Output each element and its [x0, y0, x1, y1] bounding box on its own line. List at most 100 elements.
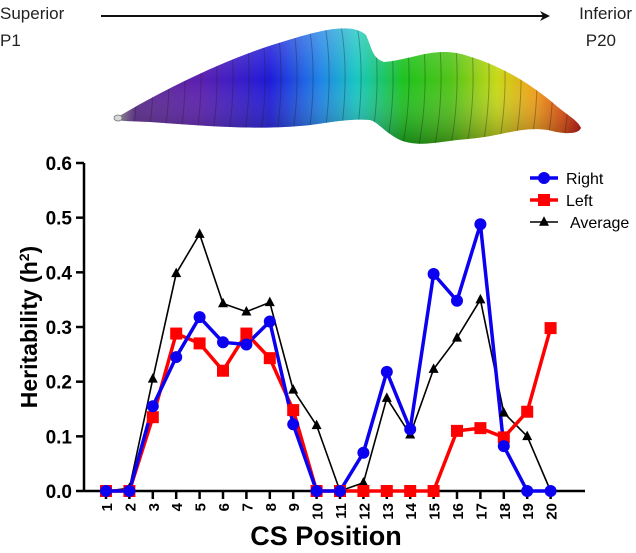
- x-tick-label: 18: [497, 503, 514, 520]
- x-tick-label: 12: [356, 503, 373, 520]
- data-point-right: [310, 485, 323, 497]
- data-point-average: [428, 363, 439, 373]
- data-point-right: [170, 351, 183, 364]
- x-tick-label: 3: [146, 503, 163, 511]
- x-tick-label: 9: [286, 503, 303, 511]
- y-tick-label: 0.0: [46, 482, 72, 503]
- legend-marker-left: [538, 194, 550, 206]
- x-tick-label: 16: [450, 503, 467, 520]
- x-tick-label: 6: [216, 503, 233, 511]
- x-tick-label: 15: [427, 503, 444, 520]
- data-point-right: [427, 267, 440, 280]
- p20-label: P20: [585, 31, 616, 50]
- x-tick-label: 4: [169, 502, 186, 511]
- data-point-right: [100, 485, 112, 497]
- rainbow-structure-image: [113, 28, 581, 144]
- y-axis-label-sup: 2: [16, 253, 32, 261]
- x-tick-label: 2: [122, 503, 139, 511]
- legend-label-left: Left: [566, 193, 593, 210]
- x-tick-label: 13: [380, 503, 397, 520]
- data-point-left: [217, 364, 229, 377]
- data-point-right: [287, 418, 300, 431]
- x-tick-label: 1: [99, 503, 116, 511]
- y-tick-label: 0.2: [46, 373, 72, 394]
- data-point-left: [497, 431, 510, 444]
- data-point-left: [404, 485, 417, 497]
- x-tick-label: 10: [310, 503, 327, 520]
- data-point-average: [475, 293, 486, 304]
- data-point-average: [194, 228, 205, 238]
- data-point-left: [146, 411, 159, 424]
- legend-label-average: Average: [570, 215, 629, 232]
- x-tick-label: 14: [403, 502, 420, 519]
- x-tick-label: 17: [473, 503, 490, 520]
- data-point-left: [240, 327, 253, 340]
- data-point-right: [357, 446, 370, 459]
- y-axis-label-close: ): [16, 246, 42, 254]
- data-point-average: [452, 332, 462, 342]
- y-axis-label-main: Heritability (h: [16, 261, 42, 408]
- data-point-left: [287, 404, 300, 417]
- legend-label-right: Right: [566, 171, 604, 188]
- x-tick-label: 7: [239, 503, 256, 511]
- x-axis-label: CS Position: [250, 521, 402, 551]
- legend-marker-right: [538, 172, 550, 184]
- x-tick-label: 20: [544, 503, 561, 520]
- data-point-average: [358, 477, 369, 487]
- y-tick-label: 0.1: [46, 427, 73, 448]
- data-point-average: [218, 297, 228, 308]
- data-point-right: [334, 485, 346, 497]
- data-point-left: [474, 422, 487, 435]
- data-point-right: [521, 485, 534, 497]
- data-point-right: [193, 311, 206, 324]
- data-point-right: [240, 338, 253, 351]
- plot-area: 0.00.10.20.30.40.50.6 1 2 3 4 5 6 7 8 9 10 11 12 13 1…: [46, 154, 585, 520]
- data-point-right: [380, 365, 393, 378]
- inferior-label: Inferior: [579, 4, 632, 23]
- data-point-average: [522, 430, 533, 441]
- y-tick-label: 0.3: [46, 318, 72, 339]
- data-point-right: [123, 485, 136, 497]
- x-tick-label: 5: [193, 503, 210, 511]
- data-point-left: [451, 424, 463, 437]
- data-point-left: [544, 322, 557, 335]
- data-point-average: [498, 407, 509, 417]
- y-tick-label: 0.5: [46, 209, 73, 230]
- data-point-right: [263, 315, 276, 328]
- data-point-average: [147, 373, 158, 383]
- series-line-right: [106, 222, 551, 493]
- x-tick-label: 19: [520, 503, 537, 520]
- data-point-right: [146, 400, 159, 413]
- data-point-right: [544, 485, 557, 497]
- data-point-left: [357, 485, 370, 497]
- p1-label: P1: [0, 31, 21, 50]
- data-point-left: [193, 337, 206, 350]
- x-tick-label: 11: [333, 503, 350, 519]
- data-point-average: [264, 296, 275, 307]
- data-point-average: [171, 267, 182, 278]
- data-point-right: [404, 423, 417, 436]
- data-point-average: [311, 419, 322, 430]
- y-tick-label: 0.4: [46, 263, 73, 284]
- data-point-left: [521, 405, 534, 418]
- y-axis-label: Heritability (h2): [16, 246, 42, 408]
- data-point-left: [263, 352, 276, 365]
- data-point-left: [170, 327, 183, 340]
- x-tick-label: 8: [263, 503, 280, 511]
- data-point-right: [474, 218, 487, 231]
- superior-label: Superior: [0, 4, 65, 23]
- legend: Right Left Average: [530, 171, 629, 232]
- series-line-average: [105, 233, 552, 492]
- data-point-right: [497, 440, 510, 453]
- data-point-average: [288, 384, 299, 394]
- data-point-left: [380, 485, 393, 497]
- data-point-right: [451, 294, 463, 307]
- y-tick-label: 0.6: [46, 154, 72, 175]
- data-point-right: [217, 336, 229, 349]
- data-point-left: [427, 485, 440, 497]
- legend-marker-average: [539, 216, 549, 226]
- data-point-average: [381, 392, 392, 402]
- data-point-average: [241, 305, 252, 316]
